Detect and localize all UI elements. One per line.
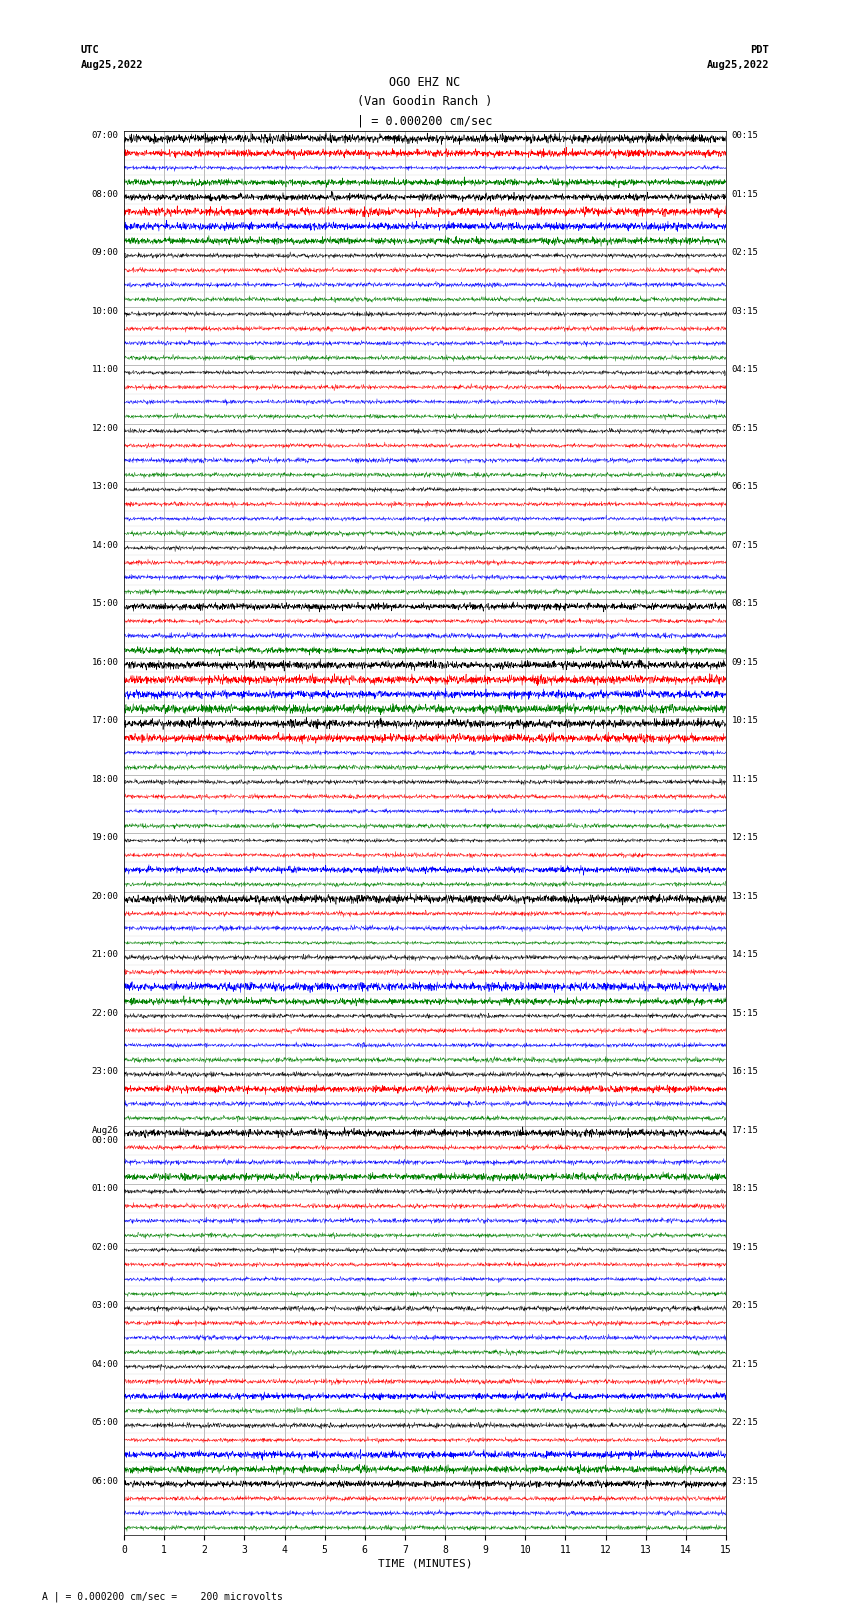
Text: 09:15: 09:15: [732, 658, 758, 666]
Text: 08:00: 08:00: [92, 190, 118, 198]
Text: 05:00: 05:00: [92, 1418, 118, 1428]
Text: 21:15: 21:15: [732, 1360, 758, 1368]
Text: PDT: PDT: [751, 45, 769, 55]
Text: 17:15: 17:15: [732, 1126, 758, 1134]
Text: 22:00: 22:00: [92, 1008, 118, 1018]
Text: 02:15: 02:15: [732, 248, 758, 256]
Text: 05:15: 05:15: [732, 424, 758, 432]
Text: 15:15: 15:15: [732, 1008, 758, 1018]
Text: UTC: UTC: [81, 45, 99, 55]
Text: 23:15: 23:15: [732, 1476, 758, 1486]
Title: OGO EHZ NC
(Van Goodin Ranch )
| = 0.000200 cm/sec: OGO EHZ NC (Van Goodin Ranch ) | = 0.000…: [357, 76, 493, 127]
Text: 13:00: 13:00: [92, 482, 118, 492]
Text: 17:00: 17:00: [92, 716, 118, 726]
Text: 16:00: 16:00: [92, 658, 118, 666]
Text: 19:00: 19:00: [92, 834, 118, 842]
Text: 01:00: 01:00: [92, 1184, 118, 1194]
Text: Aug26
00:00: Aug26 00:00: [92, 1126, 118, 1145]
Text: A | = 0.000200 cm/sec =    200 microvolts: A | = 0.000200 cm/sec = 200 microvolts: [42, 1590, 283, 1602]
Text: 00:15: 00:15: [732, 131, 758, 140]
Text: 03:15: 03:15: [732, 306, 758, 316]
X-axis label: TIME (MINUTES): TIME (MINUTES): [377, 1560, 473, 1569]
Text: 18:15: 18:15: [732, 1184, 758, 1194]
Text: 04:15: 04:15: [732, 365, 758, 374]
Text: 07:15: 07:15: [732, 540, 758, 550]
Text: 15:00: 15:00: [92, 598, 118, 608]
Text: 20:00: 20:00: [92, 892, 118, 900]
Text: 08:15: 08:15: [732, 598, 758, 608]
Text: 01:15: 01:15: [732, 190, 758, 198]
Text: 11:00: 11:00: [92, 365, 118, 374]
Text: 19:15: 19:15: [732, 1242, 758, 1252]
Text: 02:00: 02:00: [92, 1242, 118, 1252]
Text: 06:00: 06:00: [92, 1476, 118, 1486]
Text: 03:00: 03:00: [92, 1302, 118, 1310]
Text: 11:15: 11:15: [732, 774, 758, 784]
Text: Aug25,2022: Aug25,2022: [81, 60, 144, 69]
Text: 18:00: 18:00: [92, 774, 118, 784]
Text: 12:00: 12:00: [92, 424, 118, 432]
Text: 14:15: 14:15: [732, 950, 758, 960]
Text: 04:00: 04:00: [92, 1360, 118, 1368]
Text: 06:15: 06:15: [732, 482, 758, 492]
Text: 10:00: 10:00: [92, 306, 118, 316]
Text: 22:15: 22:15: [732, 1418, 758, 1428]
Text: 10:15: 10:15: [732, 716, 758, 726]
Text: 20:15: 20:15: [732, 1302, 758, 1310]
Text: 12:15: 12:15: [732, 834, 758, 842]
Text: 13:15: 13:15: [732, 892, 758, 900]
Text: 09:00: 09:00: [92, 248, 118, 256]
Text: 21:00: 21:00: [92, 950, 118, 960]
Text: Aug25,2022: Aug25,2022: [706, 60, 769, 69]
Text: 23:00: 23:00: [92, 1068, 118, 1076]
Text: 14:00: 14:00: [92, 540, 118, 550]
Text: 16:15: 16:15: [732, 1068, 758, 1076]
Text: 07:00: 07:00: [92, 131, 118, 140]
